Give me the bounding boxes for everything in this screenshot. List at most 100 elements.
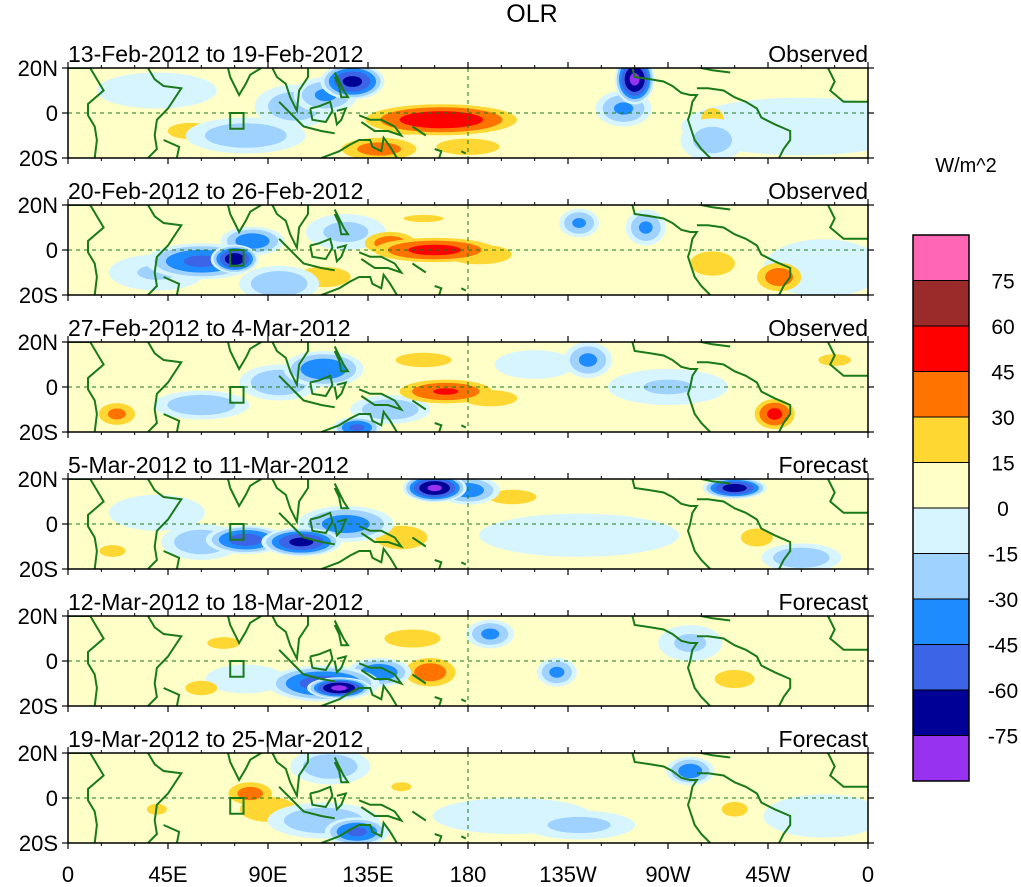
panel-period: 19-Mar-2012 to 25-Mar-2012 bbox=[68, 726, 363, 752]
coastline bbox=[68, 205, 105, 295]
anomaly-cell bbox=[436, 138, 500, 155]
coastline bbox=[333, 483, 350, 510]
anomaly-peak bbox=[316, 274, 331, 280]
anomaly-cell bbox=[721, 801, 748, 817]
lat-label: 20S bbox=[19, 283, 58, 308]
coastline bbox=[147, 479, 184, 569]
coastline bbox=[320, 272, 398, 295]
lon-label: 0 bbox=[62, 862, 74, 887]
coastline bbox=[631, 753, 711, 843]
anomaly-cell bbox=[494, 350, 575, 379]
coastline bbox=[411, 399, 427, 411]
coastline bbox=[68, 68, 105, 158]
coastline bbox=[271, 753, 309, 800]
anomaly-cell bbox=[402, 479, 467, 503]
coastline bbox=[411, 673, 427, 685]
anomaly-peak bbox=[553, 670, 560, 675]
coastline bbox=[631, 616, 711, 706]
colorbar-tick-label: -45 bbox=[988, 635, 1018, 658]
map-panel-4: 20N 0 20S 5-Mar-2012 to 11-Mar-2012 Forecast bbox=[18, 452, 874, 582]
panel-kind: Forecast bbox=[779, 726, 869, 752]
coastline bbox=[68, 342, 105, 432]
lat-label: 20S bbox=[19, 831, 58, 856]
anomaly-cell bbox=[625, 209, 666, 246]
lon-label: 45W bbox=[745, 862, 790, 887]
panel-kind: Observed bbox=[768, 315, 868, 341]
map-panel-1: 20N 0 20S 13-Feb-2012 to 19-Feb-2012 Observe… bbox=[18, 41, 874, 171]
coastline bbox=[411, 262, 427, 274]
coastline bbox=[333, 107, 348, 127]
anomaly-peak bbox=[239, 676, 252, 682]
lon-label: 135E bbox=[342, 862, 393, 887]
colorbar-tick-label: 15 bbox=[991, 453, 1014, 476]
anomaly-cell bbox=[290, 753, 371, 785]
colorbar-tick-label: -75 bbox=[988, 726, 1018, 749]
colorbar-tick-label: -60 bbox=[988, 680, 1018, 703]
anomaly-cell bbox=[761, 543, 842, 569]
anomaly-field bbox=[68, 616, 868, 706]
anomaly-cell bbox=[391, 782, 412, 792]
coastline bbox=[411, 810, 427, 822]
anomaly-cell bbox=[99, 545, 126, 557]
lon-label: 180 bbox=[450, 862, 487, 887]
coastline bbox=[827, 342, 868, 377]
coastline bbox=[196, 68, 262, 98]
coastline bbox=[434, 696, 443, 706]
colorbar-tick-label: 75 bbox=[991, 271, 1014, 294]
anomaly-peak bbox=[528, 362, 541, 367]
anomaly-peak bbox=[404, 635, 421, 642]
index-region-box bbox=[229, 797, 245, 815]
anomaly-peak bbox=[814, 263, 833, 273]
anomaly-peak bbox=[147, 87, 166, 94]
lat-label: 0 bbox=[46, 375, 58, 400]
anomaly-peak bbox=[353, 425, 361, 430]
coastline bbox=[309, 374, 334, 398]
coastline bbox=[434, 833, 443, 843]
coastline bbox=[333, 518, 348, 538]
colorbar-bin bbox=[912, 462, 970, 509]
index-region-box bbox=[229, 112, 245, 130]
lon-label: 0 bbox=[862, 862, 874, 887]
coastline bbox=[631, 342, 711, 432]
map-panels: 20N 0 20S 13-Feb-2012 to 19-Feb-2012 Observe… bbox=[18, 41, 874, 856]
longitude-axis: 0 45E 90E 135E 180 135W 90W 45W 0 bbox=[62, 862, 874, 887]
map-panel-2: 20N 0 20S 20-Feb-2012 to 26-Feb-2012 Observe… bbox=[18, 178, 874, 308]
anomaly-cell bbox=[395, 352, 452, 368]
panel-kind: Observed bbox=[768, 41, 868, 67]
anomaly-cell bbox=[205, 664, 286, 694]
coastline bbox=[631, 68, 711, 158]
anomaly-cell bbox=[680, 118, 745, 158]
anomaly-peak bbox=[642, 224, 649, 231]
anomaly-field bbox=[68, 68, 868, 158]
anomaly-cell bbox=[403, 214, 444, 223]
colorbar-bin bbox=[912, 416, 970, 463]
anomaly-peak bbox=[814, 812, 833, 820]
coastline bbox=[278, 238, 335, 272]
anomaly-peak bbox=[686, 768, 694, 774]
anomaly-cell bbox=[479, 513, 680, 557]
anomaly-peak bbox=[619, 105, 628, 112]
anomaly-peak bbox=[395, 784, 408, 790]
anomaly-cell bbox=[341, 137, 417, 158]
lon-label: 90W bbox=[645, 862, 690, 887]
lat-label: 20S bbox=[19, 420, 58, 445]
anomaly-peak bbox=[352, 829, 362, 834]
anomaly-cell bbox=[365, 104, 518, 136]
index-region-box bbox=[229, 523, 245, 541]
coastline bbox=[333, 792, 348, 812]
anomaly-peak bbox=[795, 555, 808, 560]
coastline bbox=[278, 786, 335, 820]
coastline bbox=[333, 620, 350, 647]
anomaly-peak bbox=[428, 117, 455, 123]
anomaly-peak bbox=[752, 534, 762, 541]
coastline bbox=[333, 244, 348, 264]
coastline bbox=[679, 616, 731, 622]
coastline bbox=[320, 409, 398, 432]
map-panel-6: 20N 0 20S 19-Mar-2012 to 25-Mar-2012 Forecas… bbox=[18, 726, 874, 856]
anomaly-cell bbox=[228, 782, 273, 805]
anomaly-cell bbox=[207, 637, 240, 649]
colorbar-tick-label: 30 bbox=[991, 407, 1014, 430]
anomaly-cell bbox=[98, 403, 136, 425]
colorbar-bin bbox=[912, 280, 970, 327]
colorbar-frame bbox=[912, 234, 970, 782]
